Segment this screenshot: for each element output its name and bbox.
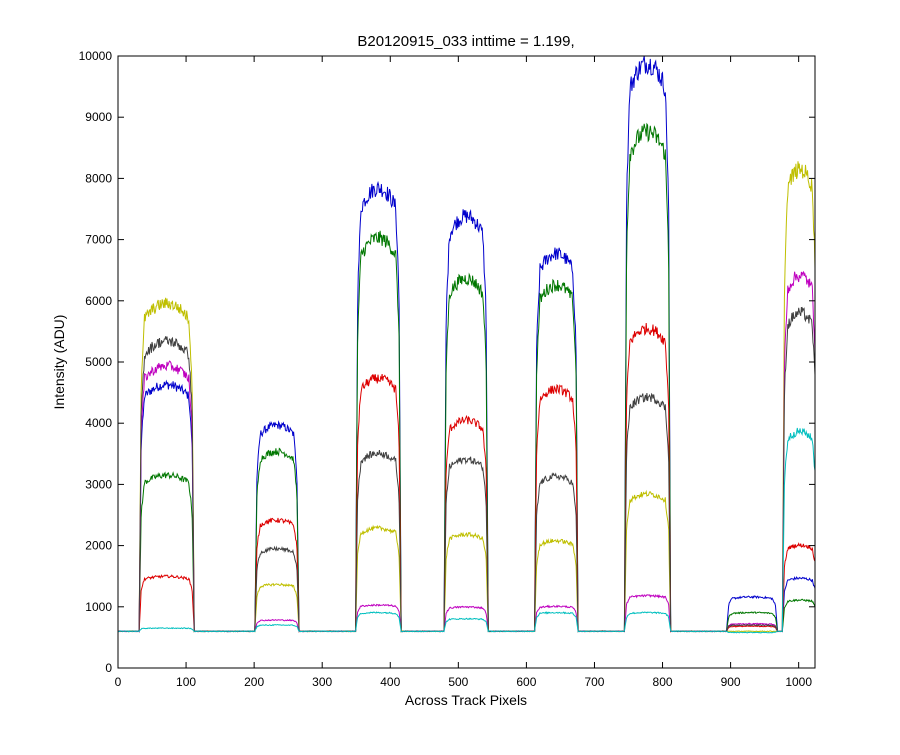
x-axis: 0 100 200 300 400 500 600 700 800 900 1000 (115, 56, 812, 689)
y-tick-label: 3000 (85, 477, 112, 491)
plot-area (118, 56, 815, 668)
y-tick-label: 5000 (85, 355, 112, 369)
y-tick-label: 7000 (85, 233, 112, 247)
y-axis-label: Intensity (ADU) (51, 315, 67, 410)
x-tick-label: 400 (380, 675, 400, 689)
x-axis-label: Across Track Pixels (405, 692, 527, 708)
series-layer (117, 55, 816, 634)
x-tick-label: 0 (115, 675, 122, 689)
y-tick-label: 9000 (85, 110, 112, 124)
y-tick-label: 0 (105, 661, 112, 675)
y-tick-label: 10000 (79, 49, 113, 63)
y-axis: 0 1000 2000 3000 4000 5000 6000 7000 8000 9000 100… (79, 49, 815, 675)
y-tick-label: 6000 (85, 294, 112, 308)
x-tick-label: 200 (244, 675, 264, 689)
x-tick-label: 500 (448, 675, 468, 689)
x-tick-label: 1000 (785, 675, 812, 689)
y-tick-label: 2000 (85, 539, 112, 553)
x-tick-label: 600 (516, 675, 536, 689)
x-tick-label: 900 (721, 675, 741, 689)
y-tick-label: 8000 (85, 171, 112, 185)
x-tick-label: 700 (584, 675, 604, 689)
y-tick-label: 1000 (85, 600, 112, 614)
chart-title: B20120915_033 inttime = 1.199, (357, 33, 574, 50)
x-tick-label: 100 (176, 675, 196, 689)
y-tick-label: 4000 (85, 416, 112, 430)
x-tick-label: 300 (312, 675, 332, 689)
x-tick-label: 800 (653, 675, 673, 689)
series-line-6 (117, 427, 816, 634)
